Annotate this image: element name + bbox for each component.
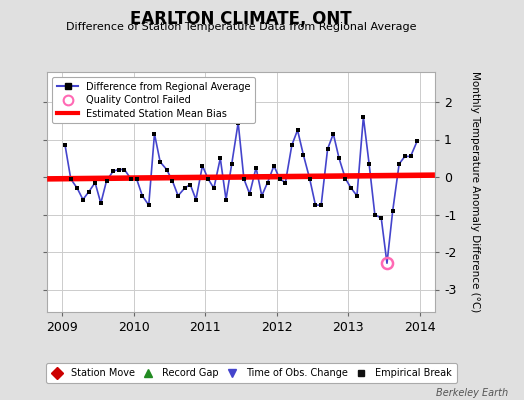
Legend: Difference from Regional Average, Quality Control Failed, Estimated Station Mean: Difference from Regional Average, Qualit…: [52, 77, 255, 123]
Legend: Station Move, Record Gap, Time of Obs. Change, Empirical Break: Station Move, Record Gap, Time of Obs. C…: [47, 363, 456, 383]
Text: EARLTON CLIMATE, ONT: EARLTON CLIMATE, ONT: [130, 10, 352, 28]
Text: Berkeley Earth: Berkeley Earth: [436, 388, 508, 398]
Y-axis label: Monthly Temperature Anomaly Difference (°C): Monthly Temperature Anomaly Difference (…: [470, 71, 480, 313]
Text: Difference of Station Temperature Data from Regional Average: Difference of Station Temperature Data f…: [66, 22, 416, 32]
